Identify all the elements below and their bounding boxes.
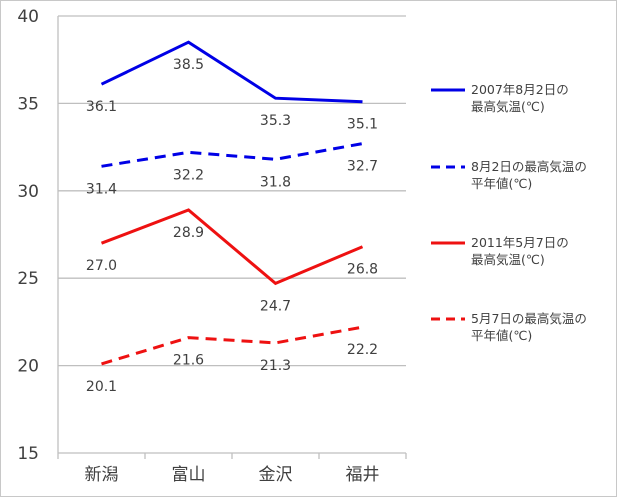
data-label: 35.1 (347, 117, 378, 133)
series-line (101, 325, 363, 366)
data-label: 28.9 (173, 225, 204, 241)
legend-label: 2011年5月7日の (471, 235, 569, 250)
series-line (100, 208, 364, 286)
legend-label: 8月2日の最高気温の (471, 159, 587, 174)
series-line (100, 40, 363, 104)
data-label: 32.7 (347, 159, 378, 175)
y-tick-label: 30 (17, 182, 39, 202)
gridlines (58, 15, 406, 367)
x-category-label: 金沢 (259, 465, 293, 485)
legend-label: 2007年8月2日の (471, 82, 569, 97)
x-axis-categories: 新潟 富山 金沢 福井 (85, 465, 380, 485)
data-label: 32.2 (173, 167, 204, 183)
series-line (101, 142, 363, 168)
legend-label: 5月7日の最高気温の (471, 311, 587, 326)
data-label: 36.1 (86, 99, 117, 115)
x-category-label: 福井 (346, 465, 380, 485)
y-tick-label: 15 (17, 444, 39, 464)
y-tick-label: 25 (17, 269, 39, 289)
y-tick-label: 35 (17, 94, 39, 114)
data-label: 26.8 (347, 262, 378, 278)
data-label: 24.7 (260, 298, 291, 314)
y-tick-label: 40 (17, 7, 39, 27)
data-label: 21.3 (260, 358, 291, 374)
data-labels: 36.1 38.5 35.3 35.1 31.4 32.2 31.8 32.7 27.0 28.9… (86, 57, 378, 395)
data-label: 31.8 (260, 174, 291, 190)
data-label: 20.1 (86, 379, 117, 395)
x-category-label: 富山 (172, 465, 206, 485)
data-label: 35.3 (260, 113, 291, 129)
legend-label: 平年値(℃) (471, 328, 532, 343)
data-label: 31.4 (86, 181, 117, 197)
y-tick-label: 20 (17, 357, 39, 377)
x-category-label: 新潟 (85, 465, 119, 485)
data-label: 27.0 (86, 258, 117, 274)
legend-label: 最高気温(℃) (471, 252, 545, 267)
series-lines (100, 40, 364, 366)
axes (57, 16, 407, 459)
legend-label: 平年値(℃) (471, 176, 532, 191)
legend-label: 最高気温(℃) (471, 99, 545, 114)
data-label: 38.5 (173, 57, 204, 73)
data-label: 21.6 (173, 353, 204, 369)
data-label: 22.2 (347, 342, 378, 358)
y-axis-ticks: 15 20 25 30 35 40 (17, 7, 39, 464)
